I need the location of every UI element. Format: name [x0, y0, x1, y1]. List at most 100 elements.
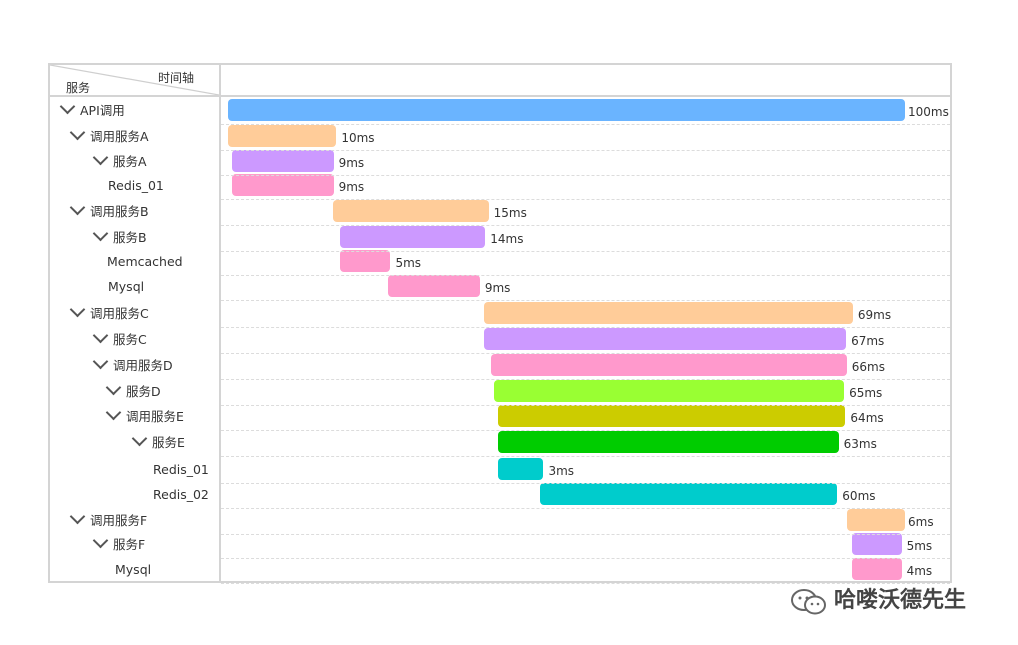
- chevron-down-icon[interactable]: [92, 225, 109, 242]
- span-duration-label: 67ms: [851, 334, 885, 348]
- span-duration-label: 5ms: [906, 539, 933, 553]
- row-separator: [221, 534, 950, 535]
- span-bar[interactable]: [540, 483, 838, 505]
- span-bar[interactable]: [498, 405, 846, 427]
- chevron-down-icon[interactable]: [69, 508, 86, 525]
- tree-row-label: 调用服务F: [90, 513, 148, 528]
- chevron-down-icon[interactable]: [69, 199, 86, 216]
- span-duration-label: 100ms: [908, 105, 949, 119]
- chevron-down-icon[interactable]: [92, 532, 109, 549]
- tree-row: Mysql: [115, 560, 151, 580]
- span-duration-label: 3ms: [548, 464, 575, 478]
- tree-row[interactable]: 调用服务E: [105, 404, 184, 427]
- span-duration-label: 10ms: [341, 131, 375, 145]
- tree-row[interactable]: 服务D: [105, 379, 161, 402]
- span-bar[interactable]: [483, 302, 853, 324]
- tree-row[interactable]: 服务B: [92, 225, 147, 248]
- tree-row-label: Redis_02: [153, 487, 209, 502]
- tree-row-label: Mysql: [115, 562, 152, 577]
- tree-row-label: 服务F: [113, 537, 146, 552]
- span-duration-label: 14ms: [490, 232, 524, 246]
- row-separator: [221, 405, 950, 406]
- trace-chart-frame: 服务 时间轴 API调用调用服务A 服务A Redis_01 调用服务B 服务B Memc…: [48, 63, 952, 584]
- span-bar[interactable]: [232, 150, 334, 172]
- row-separator: [221, 483, 950, 484]
- row-separator: [221, 583, 950, 584]
- span-duration-label: 9ms: [484, 281, 511, 295]
- chevron-down-icon[interactable]: [105, 404, 122, 421]
- tree-row-label: 调用服务B: [90, 204, 149, 219]
- tree-row-label: Mysql: [108, 279, 145, 294]
- chevron-down-icon[interactable]: [131, 430, 148, 447]
- tree-row-label: 服务C: [113, 332, 147, 347]
- tree-row-label: 调用服务C: [90, 306, 149, 321]
- tree-row: Memcached: [107, 252, 183, 272]
- tree-row-label: 服务D: [126, 384, 161, 399]
- row-separator: [221, 275, 950, 276]
- tree-row: Redis_01: [153, 460, 209, 480]
- chevron-down-icon[interactable]: [92, 353, 109, 370]
- span-duration-label: 66ms: [851, 360, 885, 374]
- tree-row-label: Redis_01: [108, 178, 164, 193]
- span-bar[interactable]: [483, 328, 847, 350]
- row-separator: [221, 456, 950, 457]
- tree-row[interactable]: 服务E: [131, 430, 185, 453]
- span-bar[interactable]: [847, 509, 905, 531]
- chevron-down-icon[interactable]: [69, 301, 86, 318]
- chevron-down-icon[interactable]: [59, 98, 76, 115]
- span-bar[interactable]: [498, 458, 544, 480]
- row-separator: [221, 508, 950, 509]
- row-separator: [221, 327, 950, 328]
- watermark-text: 哈喽沃德先生: [834, 588, 967, 613]
- service-column-header: 服务: [66, 81, 91, 95]
- tree-row[interactable]: 调用服务F: [69, 508, 148, 531]
- span-bar[interactable]: [388, 275, 480, 297]
- tree-row[interactable]: 调用服务D: [92, 353, 173, 376]
- row-separator: [221, 558, 950, 559]
- span-duration-label: 9ms: [338, 156, 365, 170]
- row-separator: [221, 199, 950, 200]
- span-duration-label: 65ms: [849, 386, 883, 400]
- span-duration-label: 69ms: [857, 308, 892, 322]
- tree-row[interactable]: 服务A: [92, 149, 147, 172]
- tree-row: Redis_01: [108, 176, 164, 196]
- tree-row[interactable]: 调用服务A: [69, 124, 149, 147]
- chevron-down-icon[interactable]: [92, 149, 109, 166]
- chevron-down-icon[interactable]: [92, 327, 109, 344]
- row-separator: [221, 300, 950, 301]
- tree-row-label: Redis_01: [153, 462, 209, 477]
- tree-row[interactable]: API调用: [59, 98, 125, 121]
- service-tree-panel: 服务 时间轴 API调用调用服务A 服务A Redis_01 调用服务B 服务B Memc…: [50, 65, 221, 581]
- span-duration-label: 5ms: [395, 256, 422, 270]
- tree-row[interactable]: 调用服务C: [69, 301, 149, 324]
- header-diagonal-line: [50, 65, 219, 95]
- span-bar[interactable]: [232, 174, 334, 196]
- row-separator: [221, 175, 950, 176]
- chevron-down-icon[interactable]: [69, 124, 86, 141]
- wechat-icon: [791, 589, 826, 615]
- span-bar[interactable]: [851, 558, 902, 580]
- span-bar[interactable]: [332, 200, 489, 222]
- span-bar[interactable]: [339, 250, 391, 272]
- span-duration-label: 15ms: [493, 206, 527, 220]
- tree-row-label: API调用: [80, 103, 125, 118]
- tree-row-label: 服务B: [113, 230, 147, 245]
- span-bar[interactable]: [228, 99, 905, 121]
- span-duration-label: 63ms: [843, 437, 877, 451]
- row-separator: [221, 225, 950, 226]
- tree-row[interactable]: 服务C: [92, 327, 147, 350]
- tree-row-label: 调用服务E: [126, 409, 184, 424]
- span-bar[interactable]: [851, 533, 902, 555]
- tree-row[interactable]: 调用服务B: [69, 199, 149, 222]
- span-bar[interactable]: [228, 125, 337, 147]
- tree-row[interactable]: 服务F: [92, 532, 146, 555]
- tree-header-cell: 服务 时间轴: [50, 65, 219, 97]
- span-bar[interactable]: [491, 354, 847, 376]
- timeline-header: [221, 65, 950, 97]
- row-separator: [221, 150, 950, 151]
- span-bar[interactable]: [494, 380, 845, 402]
- span-bar[interactable]: [339, 226, 486, 248]
- chevron-down-icon[interactable]: [105, 379, 122, 396]
- span-bar[interactable]: [498, 431, 839, 453]
- span-duration-label: 4ms: [906, 564, 933, 578]
